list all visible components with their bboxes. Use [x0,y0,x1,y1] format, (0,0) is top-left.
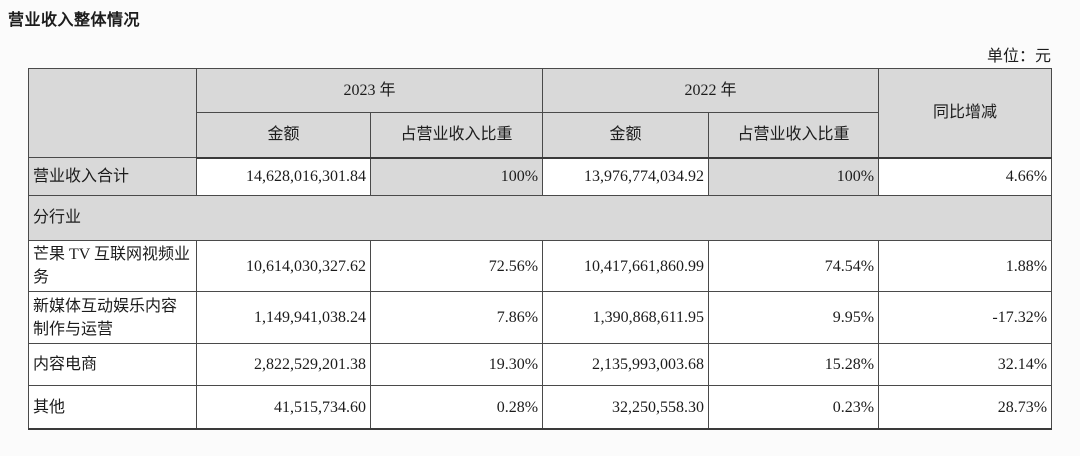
table-row: 新媒体互动娱乐内容制作与运营 1,149,941,038.24 7.86% 1,… [28,291,1053,345]
amount-2022: 2,135,993,003.68 [542,343,710,387]
row-label: 其他 [28,385,197,430]
amount-2022: 32,250,558.30 [542,385,710,430]
header-year-2022: 2022 年 [542,68,880,113]
yoy-change: -17.32% [878,291,1053,345]
header-proportion-2023: 占营业收入比重 [369,112,544,159]
proportion-2023: 19.30% [369,343,544,387]
unit-label: 单位：元 [986,48,1051,65]
table-row: 其他 41,515,734.60 0.28% 32,250,558.30 0.2… [28,385,1053,430]
table-row-total: 营业收入合计 14,628,016,301.84 100% 13,976,774… [28,157,1053,196]
proportion-2023: 72.56% [369,239,544,293]
proportion-2023: 100% [369,157,544,196]
header-proportion-2022: 占营业收入比重 [708,112,880,159]
amount-2022: 13,976,774,034.92 [542,157,710,196]
row-label: 芒果 TV 互联网视频业务 [28,239,197,293]
yoy-change: 28.73% [878,385,1053,430]
row-label: 营业收入合计 [28,157,197,196]
header-yoy-change: 同比增减 [878,68,1053,159]
section-label: 分行业 [27,195,1053,241]
header-year-2023: 2023 年 [195,68,544,113]
header-amount-2023: 金额 [196,112,371,159]
proportion-2023: 0.28% [369,385,544,430]
proportion-2022: 0.23% [708,385,880,430]
amount-2022: 10,417,661,860.99 [542,239,710,293]
yoy-change: 4.66% [878,157,1053,196]
amount-2023: 10,614,030,327.62 [196,239,371,293]
proportion-2023: 7.86% [369,291,544,345]
yoy-change: 1.88% [878,239,1053,293]
proportion-2022: 9.95% [708,291,880,345]
proportion-2022: 74.54% [708,239,880,293]
proportion-2022: 15.28% [708,343,880,387]
proportion-2022: 100% [708,157,880,196]
amount-2023: 2,822,529,201.38 [196,343,371,387]
row-label: 内容电商 [28,343,197,387]
amount-2023: 41,515,734.60 [196,385,371,430]
row-label: 新媒体互动娱乐内容制作与运营 [28,291,197,345]
header-amount-2022: 金额 [542,112,710,159]
revenue-table: 2023 年 2022 年 同比增减 金额 占营业收入比重 金额 占营业收入比重… [27,68,1053,430]
table-row: 芒果 TV 互联网视频业务 10,614,030,327.62 72.56% 1… [28,239,1053,293]
amount-2023: 1,149,941,038.24 [196,291,371,345]
amount-2023: 14,628,016,301.84 [196,157,371,196]
amount-2022: 1,390,868,611.95 [542,291,710,345]
table-row-section-by-industry: 分行业 [27,195,1053,241]
header-corner-cell [28,68,197,158]
page-title: 营业收入整体情况 [8,12,141,29]
yoy-change: 32.14% [878,343,1053,387]
table-row: 内容电商 2,822,529,201.38 19.30% 2,135,993,0… [28,343,1053,387]
